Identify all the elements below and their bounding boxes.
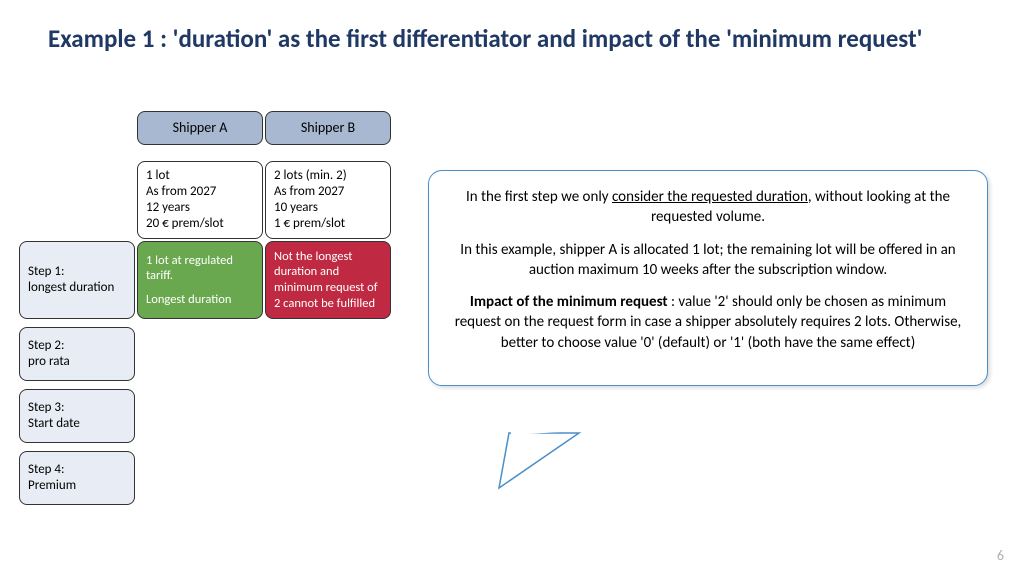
allocation-grid: Shipper A Shipper B 1 lot As from 2027 1… — [18, 110, 392, 506]
step-3: Step 3: Start date — [19, 389, 135, 443]
a-result-l1: 1 lot at regulated tariff. — [146, 253, 254, 284]
header-shipper-b: Shipper B — [265, 111, 391, 145]
shipper-b-result: Not the longest duration and minimum req… — [265, 241, 391, 319]
step-1: Step 1: longest duration — [19, 241, 135, 319]
b-prem: 1 € prem/slot — [274, 216, 382, 232]
a-years: 12 years — [146, 200, 254, 216]
shipper-a-result: 1 lot at regulated tariff. Longest durat… — [137, 241, 263, 319]
slide-title: Example 1 : 'duration' as the first diff… — [48, 24, 994, 54]
step-1-desc: longest duration — [28, 280, 126, 296]
step-1-label: Step 1: — [28, 264, 126, 280]
step-3-desc: Start date — [28, 416, 126, 432]
page-number: 6 — [997, 547, 1004, 564]
shipper-a-data: 1 lot As from 2027 12 years 20 € prem/sl… — [137, 161, 263, 239]
callout-p2: In this example, shipper A is allocated … — [449, 240, 967, 281]
b-years: 10 years — [274, 200, 382, 216]
a-from: As from 2027 — [146, 184, 254, 200]
step-2-desc: pro rata — [28, 354, 126, 370]
step-2-label: Step 2: — [28, 338, 126, 354]
b-from: As from 2027 — [274, 184, 382, 200]
callout-p3: Impact of the minimum request : value '2… — [449, 292, 967, 353]
explanation-callout: In the first step we only consider the r… — [428, 170, 988, 386]
step-4-desc: Premium — [28, 478, 126, 494]
step-3-label: Step 3: — [28, 400, 126, 416]
callout-p1: In the first step we only consider the r… — [449, 187, 967, 228]
step-4-label: Step 4: — [28, 462, 126, 478]
shipper-b-data: 2 lots (min. 2) As from 2027 10 years 1 … — [265, 161, 391, 239]
step-4: Step 4: Premium — [19, 451, 135, 505]
step-2: Step 2: pro rata — [19, 327, 135, 381]
b-lots: 2 lots (min. 2) — [274, 168, 382, 184]
a-prem: 20 € prem/slot — [146, 216, 254, 232]
header-shipper-a: Shipper A — [137, 111, 263, 145]
a-lots: 1 lot — [146, 168, 254, 184]
a-result-l2: Longest duration — [146, 292, 254, 308]
